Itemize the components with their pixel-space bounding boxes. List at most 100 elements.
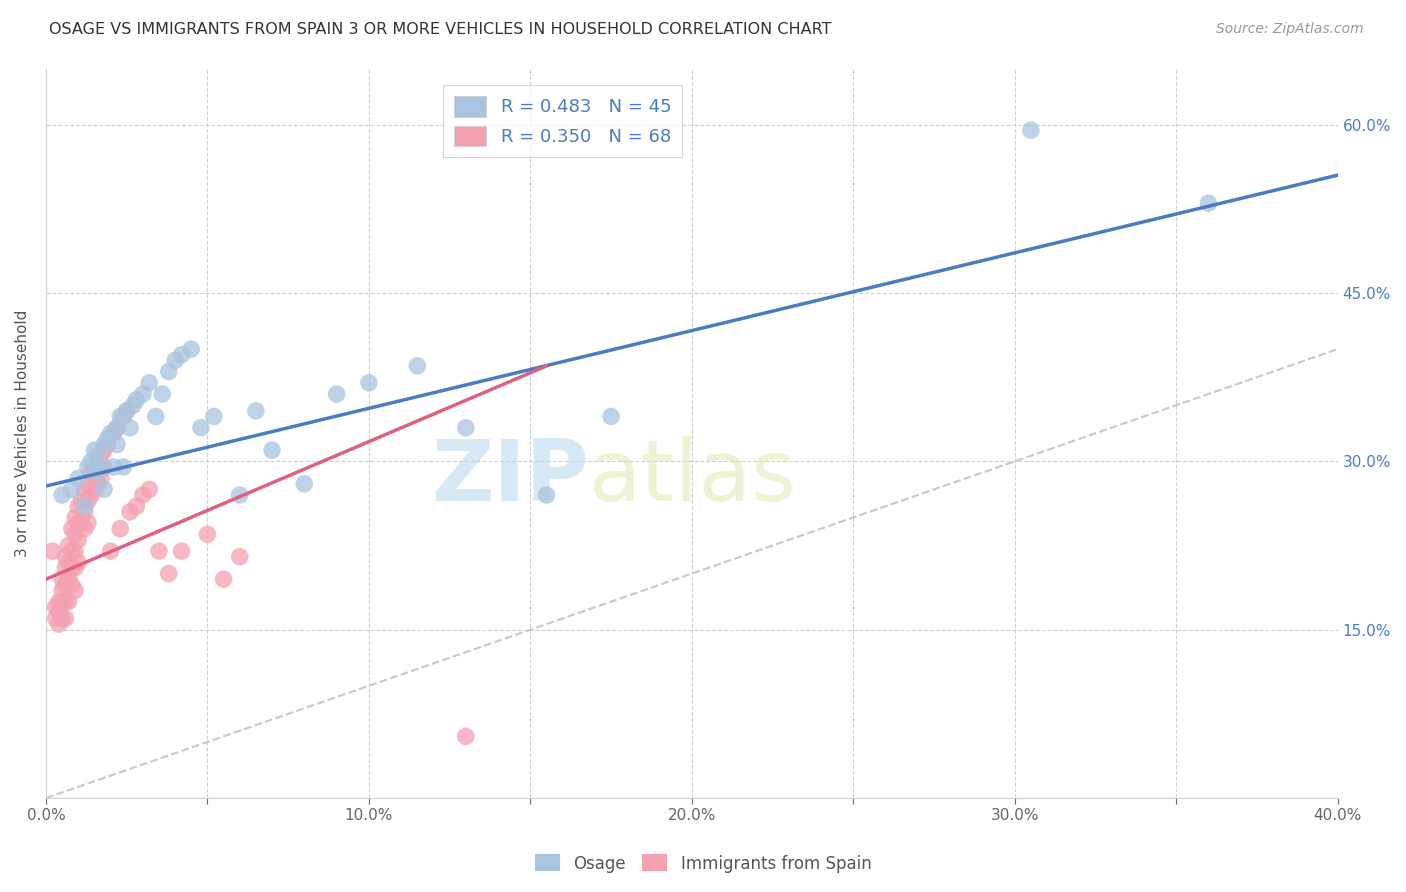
Point bbox=[45, 611, 67, 625]
Point bbox=[86, 466, 108, 480]
Legend: Osage, Immigrants from Spain: Osage, Immigrants from Spain bbox=[529, 847, 877, 880]
Point bbox=[63, 561, 86, 575]
Point bbox=[110, 409, 132, 424]
Point bbox=[93, 437, 115, 451]
Point bbox=[536, 488, 558, 502]
Point bbox=[77, 476, 100, 491]
Point bbox=[165, 353, 187, 368]
Point bbox=[51, 488, 73, 502]
Point bbox=[60, 522, 83, 536]
Text: OSAGE VS IMMIGRANTS FROM SPAIN 3 OR MORE VEHICLES IN HOUSEHOLD CORRELATION CHART: OSAGE VS IMMIGRANTS FROM SPAIN 3 OR MORE… bbox=[49, 22, 832, 37]
Point bbox=[60, 483, 83, 497]
Point bbox=[41, 544, 63, 558]
Point bbox=[80, 466, 103, 480]
Point bbox=[132, 387, 155, 401]
Point bbox=[90, 471, 112, 485]
Point bbox=[86, 454, 108, 468]
Point bbox=[110, 522, 132, 536]
Point bbox=[83, 460, 105, 475]
Point bbox=[138, 376, 160, 390]
Point bbox=[197, 527, 219, 541]
Point bbox=[138, 483, 160, 497]
Point bbox=[48, 617, 70, 632]
Point bbox=[103, 460, 125, 475]
Point bbox=[118, 505, 141, 519]
Point bbox=[83, 443, 105, 458]
Point bbox=[1019, 123, 1042, 137]
Point bbox=[600, 409, 623, 424]
Point bbox=[53, 561, 76, 575]
Point bbox=[60, 561, 83, 575]
Point bbox=[105, 420, 128, 434]
Point bbox=[70, 516, 93, 530]
Point bbox=[77, 516, 100, 530]
Point bbox=[51, 583, 73, 598]
Point bbox=[112, 409, 135, 424]
Point bbox=[125, 500, 148, 514]
Point bbox=[157, 566, 180, 581]
Point bbox=[51, 611, 73, 625]
Point bbox=[58, 555, 80, 569]
Point bbox=[48, 594, 70, 608]
Point bbox=[63, 583, 86, 598]
Point bbox=[58, 572, 80, 586]
Point bbox=[325, 387, 347, 401]
Point bbox=[150, 387, 173, 401]
Point bbox=[118, 420, 141, 434]
Point bbox=[228, 488, 250, 502]
Point bbox=[58, 594, 80, 608]
Point bbox=[67, 555, 90, 569]
Legend: R = 0.483   N = 45, R = 0.350   N = 68: R = 0.483 N = 45, R = 0.350 N = 68 bbox=[443, 85, 682, 157]
Point bbox=[260, 443, 283, 458]
Text: atlas: atlas bbox=[589, 435, 796, 518]
Text: ZIP: ZIP bbox=[430, 435, 589, 518]
Point bbox=[63, 544, 86, 558]
Point bbox=[96, 432, 118, 446]
Point bbox=[80, 488, 103, 502]
Point bbox=[53, 549, 76, 564]
Point bbox=[51, 572, 73, 586]
Point bbox=[292, 476, 315, 491]
Point bbox=[80, 454, 103, 468]
Point bbox=[73, 505, 96, 519]
Point bbox=[73, 483, 96, 497]
Point bbox=[53, 594, 76, 608]
Point bbox=[90, 449, 112, 463]
Point bbox=[67, 533, 90, 547]
Point bbox=[157, 365, 180, 379]
Point bbox=[60, 544, 83, 558]
Point bbox=[73, 522, 96, 536]
Point bbox=[406, 359, 429, 373]
Point bbox=[122, 398, 145, 412]
Point bbox=[63, 510, 86, 524]
Point bbox=[58, 539, 80, 553]
Point bbox=[93, 460, 115, 475]
Point bbox=[190, 420, 212, 434]
Point bbox=[454, 420, 477, 434]
Point bbox=[48, 606, 70, 620]
Point bbox=[105, 420, 128, 434]
Y-axis label: 3 or more Vehicles in Household: 3 or more Vehicles in Household bbox=[15, 310, 30, 557]
Point bbox=[228, 549, 250, 564]
Point bbox=[245, 404, 267, 418]
Point bbox=[70, 493, 93, 508]
Point bbox=[105, 437, 128, 451]
Point bbox=[86, 476, 108, 491]
Point bbox=[53, 578, 76, 592]
Point bbox=[454, 729, 477, 743]
Point bbox=[77, 493, 100, 508]
Point bbox=[90, 460, 112, 475]
Point bbox=[67, 500, 90, 514]
Point bbox=[73, 500, 96, 514]
Point bbox=[180, 342, 202, 356]
Point bbox=[67, 471, 90, 485]
Point bbox=[115, 404, 138, 418]
Point bbox=[63, 527, 86, 541]
Point bbox=[93, 443, 115, 458]
Point bbox=[86, 449, 108, 463]
Point bbox=[77, 460, 100, 475]
Point bbox=[83, 483, 105, 497]
Text: Source: ZipAtlas.com: Source: ZipAtlas.com bbox=[1216, 22, 1364, 37]
Point bbox=[100, 544, 122, 558]
Point bbox=[112, 460, 135, 475]
